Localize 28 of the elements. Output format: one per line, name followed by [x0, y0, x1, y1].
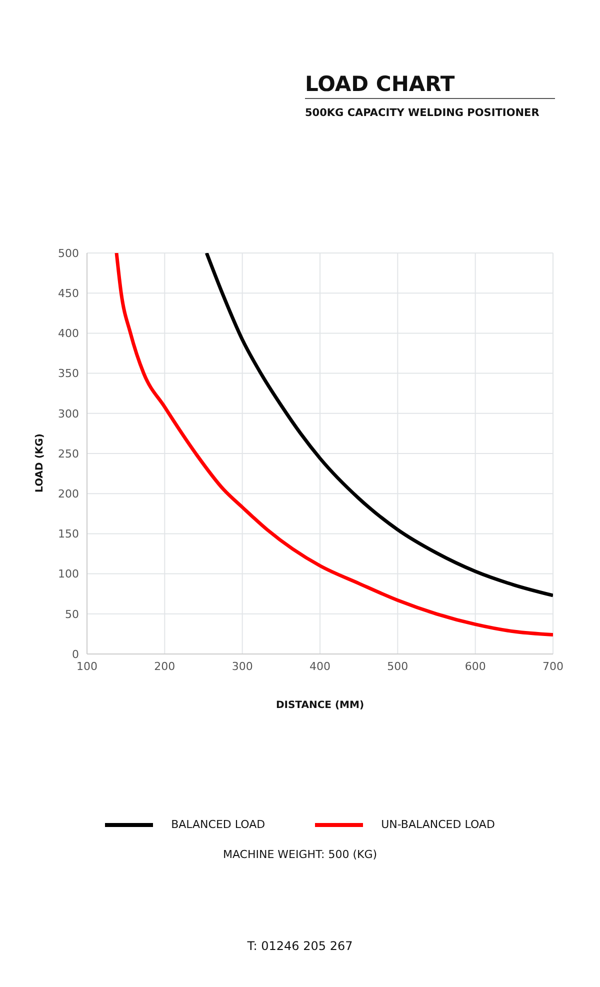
y-tick-label: 100 [58, 568, 79, 581]
x-tick-label: 100 [76, 660, 98, 673]
y-tick-label: 0 [72, 648, 79, 661]
legend-label: BALANCED LOAD [171, 818, 266, 831]
line-series [204, 253, 553, 598]
line-series [114, 253, 553, 636]
y-tick-label: 300 [58, 407, 79, 420]
y-tick-label: 50 [65, 608, 79, 621]
x-tick-label: 200 [154, 660, 176, 673]
x-tick-label: 600 [464, 660, 486, 673]
y-axis-title: LOAD (KG) [34, 434, 46, 492]
y-tick-label: 500 [58, 246, 79, 260]
x-tick-label: 700 [542, 660, 564, 673]
y-tick-label: 450 [58, 287, 79, 300]
text: T: 01246 205 267 [246, 939, 354, 953]
legend-label: UN-BALANCED LOAD [381, 818, 495, 831]
x-axis-title: DISTANCE (MM) [276, 700, 364, 711]
y-tick-label: 200 [58, 488, 79, 501]
x-tick-label: 400 [310, 660, 330, 673]
chart-subtitle: 500KG CAPACITY WELDING POSITIONER [305, 107, 540, 119]
y-tick-label: 250 [58, 447, 79, 460]
text: MACHINE WEIGHT: 500 (KG) [222, 848, 378, 861]
y-tick-label: 400 [58, 327, 79, 340]
chart-title: LOAD CHART [305, 72, 555, 99]
x-tick-label: 300 [232, 660, 253, 673]
y-tick-label: 350 [58, 367, 79, 380]
y-tick-label: 150 [58, 528, 79, 541]
x-tick-label: 500 [387, 660, 408, 673]
